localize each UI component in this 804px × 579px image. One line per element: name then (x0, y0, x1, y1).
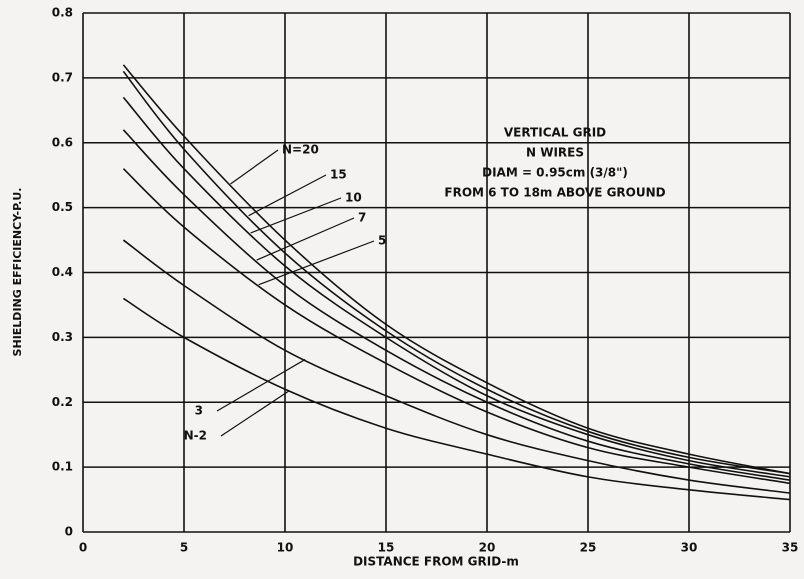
x-tick-label: 10 (277, 541, 294, 555)
series-label: N-2 (184, 429, 207, 443)
leader-line (248, 174, 327, 217)
x-tick-label: 35 (782, 541, 799, 555)
leader-line (250, 197, 342, 234)
curve (122, 70, 791, 475)
series-label: N=20 (282, 143, 319, 157)
annotation: DIAM = 0.95cm (3/8") (482, 166, 628, 180)
y-tick-label: 0.5 (52, 200, 73, 214)
curve (122, 239, 791, 494)
y-tick-label: 0.3 (52, 330, 73, 344)
leader-line (230, 149, 279, 185)
curve (122, 96, 791, 478)
x-tick-label: 5 (180, 541, 188, 555)
curve (122, 297, 791, 501)
leader-line (220, 390, 290, 437)
leader-line (256, 217, 355, 261)
leader-line (258, 240, 375, 286)
curve (122, 64, 791, 475)
x-tick-label: 15 (378, 541, 395, 555)
leader-line (216, 358, 306, 412)
y-tick-label: 0 (65, 525, 73, 539)
y-tick-label: 0.6 (52, 135, 73, 149)
annotation: N WIRES (526, 146, 584, 160)
y-tick-label: 0.4 (52, 265, 73, 279)
x-tick-label: 30 (681, 541, 698, 555)
series-label: 10 (345, 191, 362, 205)
x-axis-label: DISTANCE FROM GRID-m (353, 555, 519, 569)
annotation: FROM 6 TO 18m ABOVE GROUND (444, 186, 665, 200)
curve (122, 168, 791, 485)
annotation: VERTICAL GRID (504, 126, 606, 140)
x-tick-label: 20 (479, 541, 496, 555)
x-tick-label: 25 (580, 541, 597, 555)
y-tick-label: 0.7 (52, 70, 73, 84)
y-tick-label: 0.2 (52, 395, 73, 409)
series-label: 15 (330, 168, 347, 182)
series-label: 7 (358, 211, 366, 225)
series-label: 3 (195, 404, 203, 418)
y-axis-label: SHIELDING EFFICIENCY-P.U. (11, 188, 24, 357)
x-tick-label: 0 (79, 541, 87, 555)
series-label: 5 (378, 234, 386, 248)
curve (122, 129, 791, 481)
y-tick-label: 0.8 (52, 6, 73, 20)
y-tick-label: 0.1 (52, 460, 73, 474)
